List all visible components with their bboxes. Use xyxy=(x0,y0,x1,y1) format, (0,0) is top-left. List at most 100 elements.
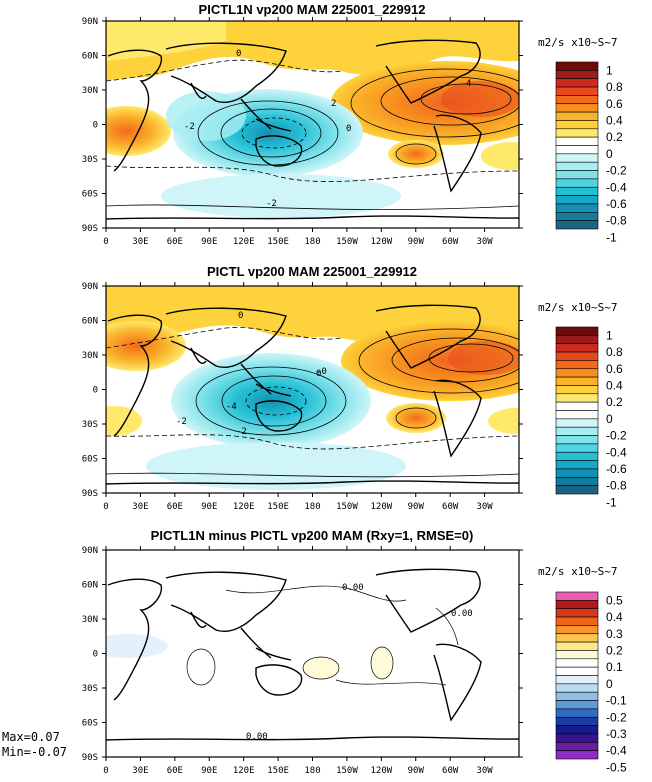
x-tick-label: 120W xyxy=(370,502,392,512)
contours xyxy=(106,327,519,478)
cold-region-south xyxy=(146,442,406,490)
colorbar-swatch xyxy=(555,128,599,138)
coast-india xyxy=(190,611,207,629)
colorbar-label: -1 xyxy=(606,495,617,509)
y-tick-label: 30S xyxy=(82,684,98,694)
x-tick-label: 120E xyxy=(233,502,255,512)
colorbar-label: 0.5 xyxy=(606,593,623,607)
colorbar-swatch xyxy=(555,368,599,378)
x-tick-label: 30E xyxy=(132,502,148,512)
colorbar-swatch xyxy=(555,170,599,180)
colorbar-label: -1 xyxy=(606,230,617,244)
colorbar-swatch xyxy=(555,335,599,345)
colorbar-swatch xyxy=(555,741,599,751)
contour-label: 0 xyxy=(346,124,351,134)
colorbar-swatch xyxy=(555,485,599,495)
colorbar-swatch xyxy=(555,650,599,660)
colorbar-swatch xyxy=(555,111,599,121)
panel-2: PICTL vp200 MAM 225001_229912 xyxy=(82,264,627,512)
x-tick-label: 150E xyxy=(267,502,289,512)
coast-africa-europe xyxy=(107,49,163,172)
colorbar-swatch xyxy=(555,360,599,370)
colorbar-label: -0.2 xyxy=(606,164,627,178)
coast-asia xyxy=(165,307,287,368)
panel-3-map: 0.00 0.00 0.00 xyxy=(106,550,519,757)
colorbar-swatch xyxy=(555,153,599,163)
x-tick-label: 150W xyxy=(336,766,358,776)
panel-1-map: 0 2 4 -2 0 -2 xyxy=(106,21,519,228)
colorbar-label: 0 xyxy=(606,677,613,691)
positive-region-central-pacific xyxy=(302,656,340,680)
x-tick-label: 60E xyxy=(167,766,183,776)
contour-label: 0 xyxy=(316,369,321,379)
y-tick-label: 60S xyxy=(82,719,98,729)
y-tick-label: 60N xyxy=(82,317,98,327)
colorbar-label: -0.6 xyxy=(606,197,627,211)
contour-label: -2 xyxy=(184,122,195,132)
y-tick-label: 60S xyxy=(82,190,98,200)
y-tick-label: 90N xyxy=(82,17,98,27)
contour-label: -4 xyxy=(226,402,237,412)
coast-antarctica xyxy=(106,480,519,485)
warm-center-atlantic xyxy=(441,81,519,117)
warm-region-se-pacific xyxy=(386,403,446,433)
warm-region-nw xyxy=(106,321,186,371)
x-tick-label: 0 xyxy=(103,502,108,512)
colorbar-label: 0.6 xyxy=(606,362,623,376)
colorbar-swatch xyxy=(555,591,599,601)
colorbar-swatch xyxy=(555,616,599,626)
colorbar-swatch xyxy=(555,376,599,386)
warm-region-nw xyxy=(106,21,226,61)
x-tick-label: 90W xyxy=(408,766,425,776)
x-tick-label: 90W xyxy=(408,237,425,247)
x-tick-label: 120W xyxy=(370,237,392,247)
contour-label: -2 xyxy=(266,199,277,209)
coast-north-america xyxy=(375,568,481,633)
y-tick-label: 30N xyxy=(82,615,98,625)
colorbar-label: 1 xyxy=(606,328,613,342)
contour-label: 2 xyxy=(331,99,336,109)
x-tick-label: 60W xyxy=(442,766,459,776)
coast-asia xyxy=(165,571,287,632)
colorbar-swatch xyxy=(555,625,599,635)
colorbar-label: -0.4 xyxy=(606,744,627,758)
x-tick-label: 0 xyxy=(103,237,108,247)
colorbar-swatch xyxy=(555,476,599,486)
colorbar-label: 0.8 xyxy=(606,345,623,359)
y-tick-label: 30S xyxy=(82,155,98,165)
colorbar-swatch xyxy=(555,468,599,478)
panel-2-colorbar: 1 0.8 0.6 0.4 0.2 0 -0.2 -0.4 -0.6 -0.8 -1 xyxy=(555,326,627,509)
colorbar-label: -0.5 xyxy=(606,760,627,774)
negative-region-africa xyxy=(106,634,168,658)
contour-labels: 0 2 4 -2 0 -2 xyxy=(184,49,471,209)
y-tick-label: 0 xyxy=(93,650,98,660)
colorbar-swatch xyxy=(555,600,599,609)
colorbar-swatch xyxy=(555,86,599,96)
cold-region-south xyxy=(161,174,401,218)
colorbar-swatch xyxy=(555,343,599,353)
coast-antarctica xyxy=(106,215,519,220)
colorbar-swatch xyxy=(555,683,599,693)
colorbar-label: -0.3 xyxy=(606,727,627,741)
colorbar-swatch xyxy=(555,700,599,710)
colorbar-swatch xyxy=(555,750,599,760)
coastlines xyxy=(106,568,519,741)
colorbar-swatch xyxy=(555,641,599,651)
warm-region-africa xyxy=(106,406,142,436)
y-tick-label: 30N xyxy=(82,86,98,96)
colorbar-swatch xyxy=(555,95,599,105)
colorbar-label: -0.2 xyxy=(606,710,627,724)
colorbar-label: 0.1 xyxy=(606,660,623,674)
x-tick-label: 30W xyxy=(476,766,493,776)
x-tick-label: 60W xyxy=(442,502,459,512)
y-tick-label: 90S xyxy=(82,224,98,234)
coast-asia xyxy=(165,42,287,103)
colorbar-swatch xyxy=(555,326,599,336)
y-tick-label: 30N xyxy=(82,351,98,361)
colorbar-swatch xyxy=(555,608,599,618)
colorbar-label: -0.6 xyxy=(606,462,627,476)
panel-1-units: m2/s x10~S~7 xyxy=(538,36,617,49)
contour-labels: 0.00 0.00 0.00 xyxy=(246,583,473,742)
x-tick-label: 150E xyxy=(267,237,289,247)
